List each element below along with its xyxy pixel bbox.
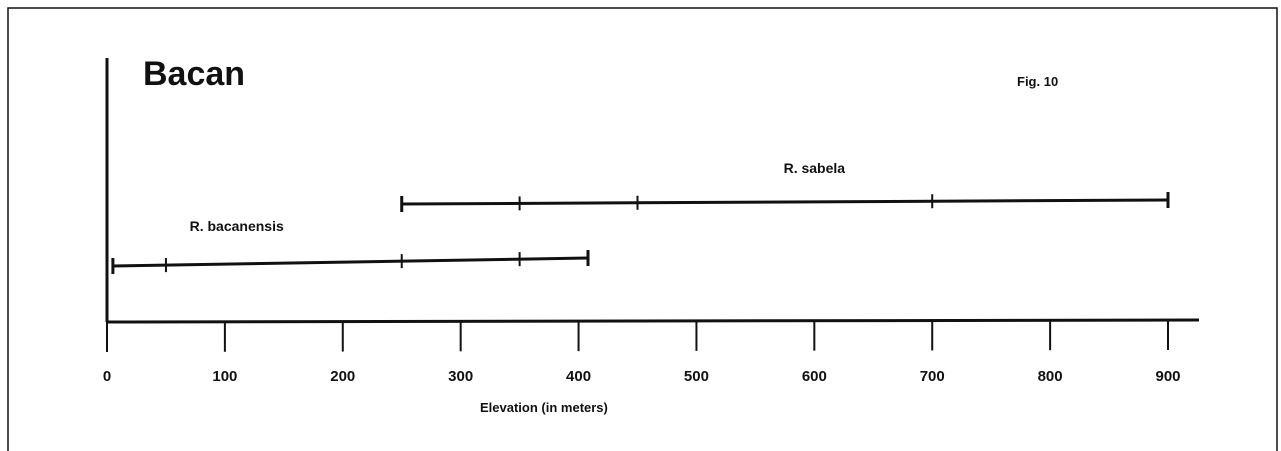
x-axis-line	[105, 318, 1200, 324]
x-tick-label: 800	[1038, 368, 1063, 385]
x-axis-tick-labels: 0 100 200 300 400 500 600 700 800 900	[103, 368, 1181, 385]
x-tick-label: 900	[1155, 368, 1180, 385]
series-label: R. sabela	[784, 160, 846, 176]
series-label: R. bacanensis	[190, 218, 284, 234]
x-axis-ticks	[106, 320, 1169, 352]
x-tick-label: 300	[448, 368, 473, 385]
x-tick-label: 200	[330, 368, 355, 385]
figure-frame	[7, 7, 1278, 451]
series-range: R. sabela	[400, 160, 1170, 212]
x-tick-label: 400	[566, 368, 591, 385]
range-line	[112, 256, 589, 268]
x-tick-label: 600	[802, 368, 827, 385]
figure-label: Fig. 10	[1017, 74, 1058, 89]
x-tick-label: 100	[212, 368, 237, 385]
chart-title: Bacan	[143, 55, 245, 93]
x-tick-label: 0	[103, 368, 111, 385]
series-range: R. bacanensis	[111, 218, 590, 274]
x-tick-label: 500	[684, 368, 709, 385]
series-layer: R. sabela R. bacanensis	[111, 160, 1170, 274]
x-axis-label: Elevation (in meters)	[480, 400, 608, 415]
range-line	[401, 198, 1169, 206]
x-tick-label: 700	[920, 368, 945, 385]
